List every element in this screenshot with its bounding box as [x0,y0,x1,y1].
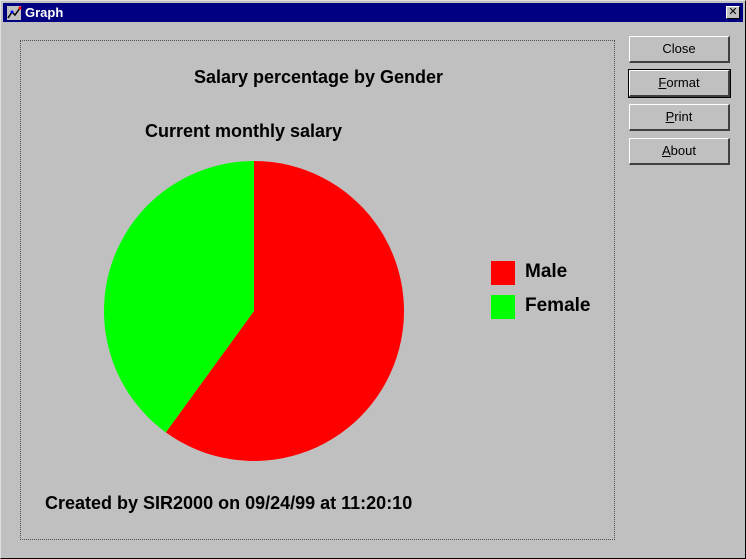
about-button-label: bout [670,143,696,158]
pie-slice-male [165,161,405,461]
pie-slice-female [104,161,254,433]
close-button-label: Close [662,41,696,56]
chart-subtitle: Current monthly salary [145,121,343,141]
chart-area: Salary percentage by Gender Current mont… [20,40,615,540]
title-bar[interactable]: Graph ✕ [3,3,743,22]
chart-title: Salary percentage by Gender [193,67,444,87]
pie-chart [104,161,405,461]
format-button-accel: F [658,75,667,90]
print-button-label: rint [674,109,693,124]
legend-swatch-male [491,261,515,285]
legend-label-male: Male [525,261,568,282]
print-button-accel: P [665,109,675,124]
format-button[interactable]: Format [628,69,731,98]
format-button-label: ormat [666,75,700,90]
print-button[interactable]: Print [629,104,730,131]
close-icon[interactable]: ✕ [726,6,740,19]
legend-swatch-female [491,295,515,319]
graph-app-icon [7,6,22,20]
close-button[interactable]: Close [629,36,730,63]
legend-label-female: Female [525,295,591,316]
window-title: Graph [25,5,64,20]
about-button-accel: A [662,143,671,158]
created-by-text: Created by SIR2000 on 09/24/99 at 11:20:… [45,493,413,513]
about-button[interactable]: About [629,138,730,165]
